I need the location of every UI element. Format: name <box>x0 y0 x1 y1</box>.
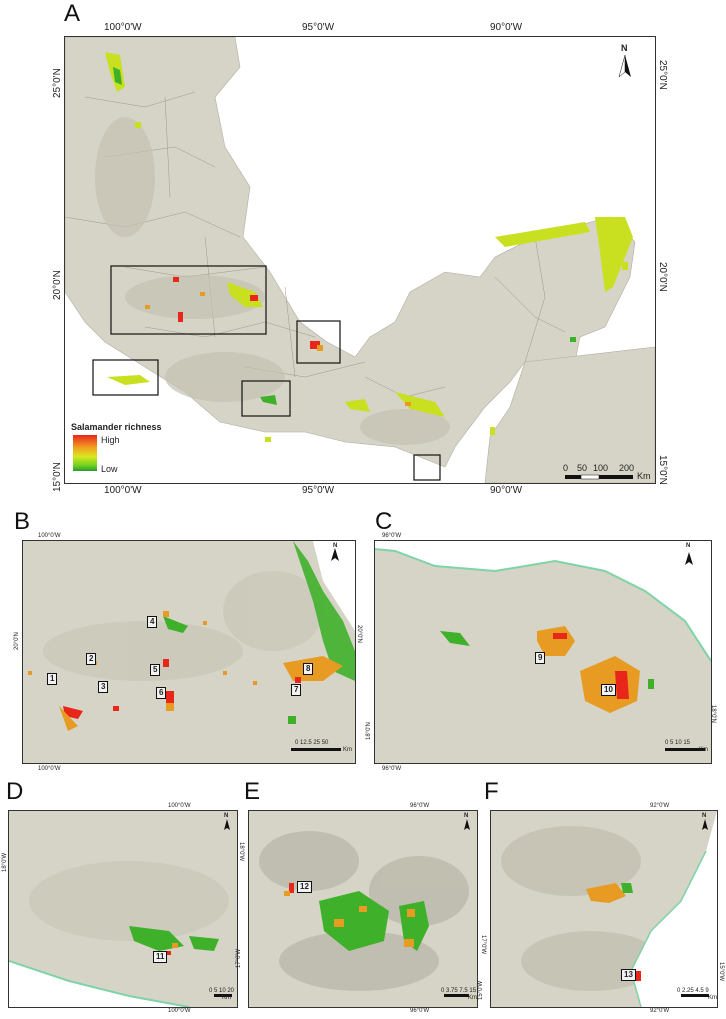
map-d[interactable]: 11 0 5 10 20 N <box>8 810 238 1008</box>
bottom-tick: 92°0'W <box>650 1008 670 1014</box>
top-tick: 100°0'W <box>168 803 191 809</box>
site-4: 4 <box>147 616 158 628</box>
land-central-america <box>484 346 655 483</box>
panel-letter-c: C <box>375 508 393 535</box>
site-5: 5 <box>150 664 161 676</box>
relief <box>95 117 450 445</box>
top-tick: 100°0'W <box>38 533 61 539</box>
right-tick: 25°0'N <box>657 60 668 90</box>
panel-letter-f: F <box>484 778 499 805</box>
site-11: 11 <box>153 951 168 963</box>
site-10: 10 <box>601 684 616 696</box>
left-tick: 25°0'N <box>52 68 63 98</box>
scale-label-0: 0 <box>563 463 569 473</box>
scale-unit-e: Km <box>468 995 477 1001</box>
site-3: 3 <box>98 681 109 693</box>
left-tick: 15°0'N <box>52 462 63 492</box>
north-label: N <box>702 813 707 819</box>
top-tick: 95°0'W <box>302 22 335 33</box>
north-label: N <box>621 43 628 53</box>
legend-high: High <box>101 435 120 445</box>
left-tick: 17°0'W <box>236 948 242 968</box>
map-e-svg <box>259 819 470 997</box>
scale-labels: 0 5 10 20 <box>209 988 235 994</box>
map-b-svg <box>28 541 355 751</box>
site-12: 12 <box>297 881 312 893</box>
north-arrow-icon <box>618 54 631 78</box>
bottom-tick: 96°0'W <box>410 1008 430 1014</box>
map-c[interactable]: 9 10 0 5 10 15 Km N <box>374 540 712 764</box>
scale-label-200: 200 <box>619 463 635 473</box>
scale-labels: 0 2.25 4.5 9 <box>677 988 709 994</box>
site-1: 1 <box>47 673 58 685</box>
scale-labels: 0 3.75 7.5 15 <box>441 988 477 994</box>
scale-unit-f: Km <box>708 995 717 1001</box>
map-f[interactable]: 13 0 2.25 4.5 9 N <box>490 810 718 1008</box>
scale-unit-d: Km <box>222 995 231 1001</box>
study-boxes <box>92 265 441 481</box>
left-tick: 18°0'N <box>366 722 372 740</box>
right-tick: 18°0'W <box>238 842 244 862</box>
legend-title: Salamander richness <box>71 422 162 432</box>
site-7: 7 <box>291 684 302 696</box>
top-tick: 96°0'W <box>410 803 430 809</box>
right-tick: 20°0'N <box>657 262 668 292</box>
site-13: 13 <box>621 969 636 981</box>
scale-unit: Km <box>343 747 352 753</box>
scale-unit: Km <box>637 471 651 481</box>
north-label: N <box>464 813 469 819</box>
left-tick: 15°0'W <box>478 980 484 1000</box>
map-a[interactable]: Salamander richness High Low 0 50 100 20… <box>64 36 656 484</box>
north-label: N <box>224 813 229 819</box>
right-tick: 17°0'W <box>480 935 486 955</box>
legend-ramp <box>73 435 97 471</box>
right-tick: 20°0'N <box>356 625 362 643</box>
left-tick: 20°0'N <box>14 632 20 650</box>
map-f-svg <box>501 811 717 1007</box>
bottom-tick: 96°0'W <box>382 766 402 772</box>
scale-labels: 0 12.5 25 50 <box>295 740 329 746</box>
right-tick: 15°0'N <box>657 455 668 485</box>
richness-patches <box>105 52 633 442</box>
site-6: 6 <box>156 687 167 699</box>
bottom-tick: 100°0'W <box>38 766 61 772</box>
north-label: N <box>686 543 691 549</box>
left-tick: 20°0'N <box>52 270 63 300</box>
panel-letter-d: D <box>6 778 24 805</box>
top-tick: 100°0'W <box>104 22 142 33</box>
bottom-tick: 90°0'W <box>490 485 523 496</box>
panel-letter-b: B <box>14 508 31 535</box>
map-e[interactable]: 12 0 3.75 7.5 15 N <box>248 810 478 1008</box>
bottom-tick: 100°0'W <box>168 1008 191 1014</box>
site-8: 8 <box>303 663 314 675</box>
scale-unit: Km <box>699 747 708 753</box>
panel-letter-e: E <box>244 778 261 805</box>
bottom-tick: 100°0'W <box>104 485 142 496</box>
map-b[interactable]: 1 2 3 4 5 6 7 8 0 12.5 25 50 Km N <box>22 540 356 764</box>
top-tick: 90°0'W <box>490 22 523 33</box>
scale-bar <box>565 474 633 480</box>
scale-label-50: 50 <box>577 463 588 473</box>
bottom-tick: 95°0'W <box>302 485 335 496</box>
top-tick: 92°0'W <box>650 803 670 809</box>
scale-labels: 0 5 10 15 <box>665 740 691 746</box>
legend-low: Low <box>101 464 118 474</box>
scale-label-100: 100 <box>593 463 609 473</box>
top-tick: 96°0'W <box>382 533 402 539</box>
site-2: 2 <box>86 653 97 665</box>
right-tick: 15°0'W <box>718 962 724 982</box>
panel-letter-a: A <box>64 0 81 27</box>
map-d-svg <box>9 819 232 1007</box>
site-9: 9 <box>535 652 546 664</box>
mexico-map <box>65 37 655 483</box>
north-label: N <box>333 543 338 549</box>
